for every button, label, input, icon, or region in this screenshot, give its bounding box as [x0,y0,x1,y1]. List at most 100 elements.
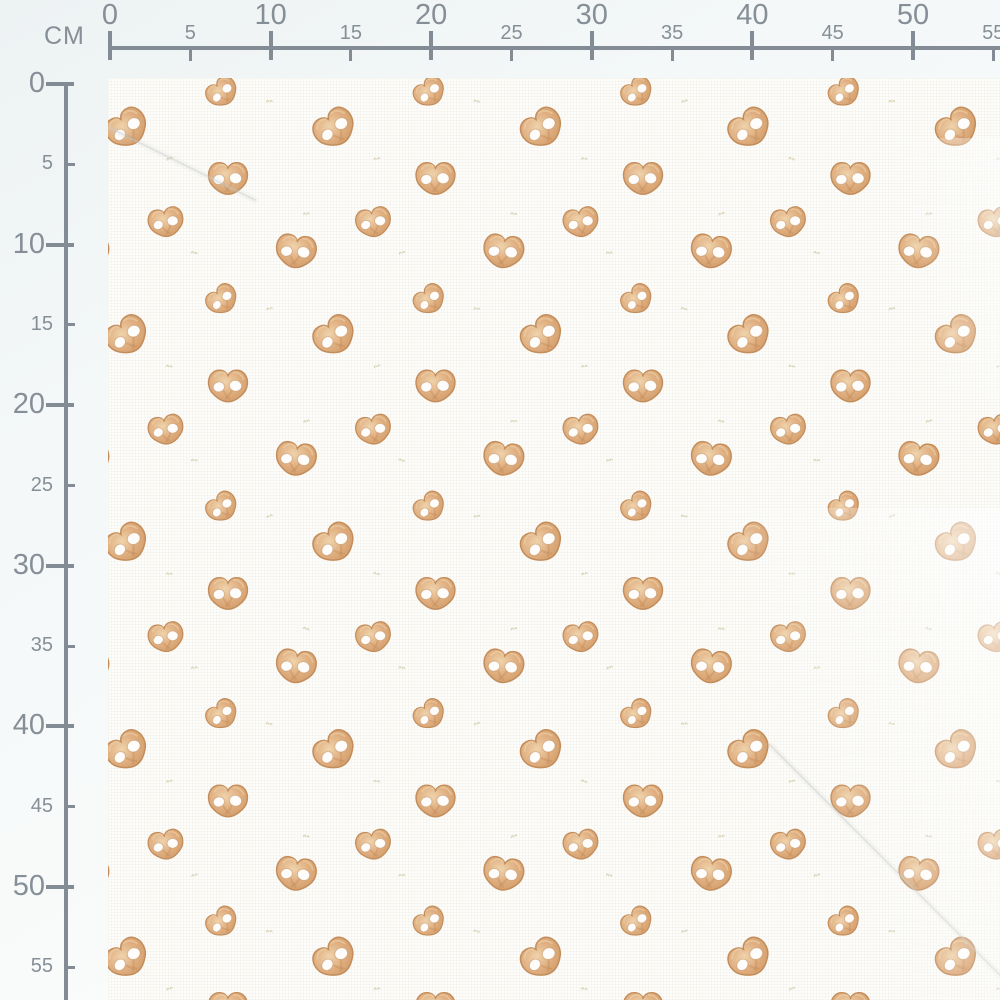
pretzel-small-upright [145,204,187,241]
pretzel-heart-upright [829,369,872,403]
fabric-speckle [995,571,1000,576]
ruler-top-tick-label: 50 [896,0,930,31]
fabric-crease [108,124,259,204]
pretzel-small-tilted [823,901,866,943]
pretzel-small-tilted [823,694,866,736]
ruler-top-tick [670,47,674,61]
pretzel-heart-tilted [108,439,112,479]
fabric-swatch [108,78,1000,1000]
fabric-speckle [606,665,613,670]
pretzel-heart-tilted [108,646,112,687]
fabric-speckle [510,419,518,423]
pretzel-small-upright [767,619,810,656]
fabric-speckle [265,721,273,726]
fabric-speckle [473,929,481,934]
ruler-left-tick [64,323,75,327]
ruler-left-tick [64,162,75,166]
pretzel-heart-upright [414,576,457,611]
fabric-speckle [925,419,933,423]
ruler-left-tick-label: 10 [12,227,45,260]
pretzel-small-tilted [408,279,451,321]
pretzel-rings-tilted [929,101,985,156]
pretzel-small-upright [975,411,1000,449]
pretzel-heart-upright [414,784,457,818]
fabric-speckle [813,873,821,878]
pretzel-heart-tilted [895,231,942,272]
pretzel-small-upright [352,619,395,656]
ruler-left-tick [46,403,74,408]
ruler-top-tick-label: 20 [415,0,448,31]
pretzel-rings-tilted [307,931,363,986]
fabric-speckle [788,364,796,368]
fabric-speckle [373,779,381,783]
pretzel-heart-upright [207,576,249,611]
pretzel-heart-upright [414,991,457,1000]
fabric-speckle [580,779,588,784]
pretzel-rings-tilted [722,931,778,986]
fabric-speckle [996,363,1000,369]
pretzel-rings-tilted [929,309,985,363]
fabric-speckle [580,157,588,161]
fabric-speckle [925,212,933,216]
ruler-left-tick-label: 40 [12,709,45,742]
fabric-speckle [888,306,896,311]
pretzel-small-upright [975,204,1000,241]
ruler-left-tick-label: 45 [30,794,53,817]
fabric-speckle [266,513,273,519]
pretzel-heart-tilted [272,854,319,894]
fabric-speckle [605,251,613,254]
fabric-speckle [473,721,481,726]
pretzel-rings-tilted [929,931,985,986]
ruler-left-tick [46,563,74,568]
pretzel-small-upright [975,619,1000,656]
fabric-speckle [680,306,688,311]
pretzel-small-upright [352,411,395,449]
pretzel-small-tilted [408,78,451,113]
pretzel-small-tilted [201,78,244,113]
pretzel-small-tilted [201,279,244,321]
pretzel-rings-tilted [514,931,570,986]
fabric-speckle [580,364,588,368]
pretzel-rings-tilted [722,724,778,778]
ruler-left-tick [64,805,75,809]
pretzel-small-tilted [823,486,866,528]
fabric-speckle [510,626,518,631]
pretzel-motif-layer [108,78,1000,1000]
ruler-top-tick [349,47,353,61]
ruler-left-tick-label: 50 [12,870,45,902]
pretzel-small-upright [560,619,602,656]
pretzel-small-upright [145,411,187,449]
pretzel-small-upright [352,204,395,241]
pretzel-small-tilted [408,901,451,943]
fabric-speckle [473,99,481,104]
pretzel-heart-tilted [895,646,942,687]
pretzel-heart-tilted [687,231,734,272]
pretzel-heart-upright [414,369,457,403]
fabric-speckle [373,571,381,576]
fabric-speckle [681,929,688,933]
ruler-left-tick-label: 0 [28,67,45,99]
ruler-unit-label: CM [44,22,85,50]
ruler-top-tick-label: 0 [101,0,119,31]
fabric-speckle [265,929,273,933]
fabric-speckle [398,665,406,670]
pretzel-heart-upright [207,784,249,818]
ruler-top-tick-label: 30 [575,0,608,31]
ruler-top-tick [268,31,273,60]
fabric-speckle [888,513,896,519]
fabric-speckle [681,99,688,104]
fabric-speckle [717,419,725,424]
fabric-speckle [510,211,518,216]
pretzel-heart-tilted [272,646,319,687]
fabric-speckle [302,212,310,216]
pretzel-rings-tilted [307,724,363,778]
fabric-speckle [373,987,381,991]
pretzel-small-tilted [616,78,659,113]
fabric-speckle [190,250,198,255]
fabric-speckle [888,99,896,103]
ruler-left-tick [46,82,74,86]
ruler-top-tick [510,47,513,61]
fabric-speckle [166,986,173,991]
pretzel-small-upright [145,826,187,864]
ruler-left-tick [64,484,75,487]
